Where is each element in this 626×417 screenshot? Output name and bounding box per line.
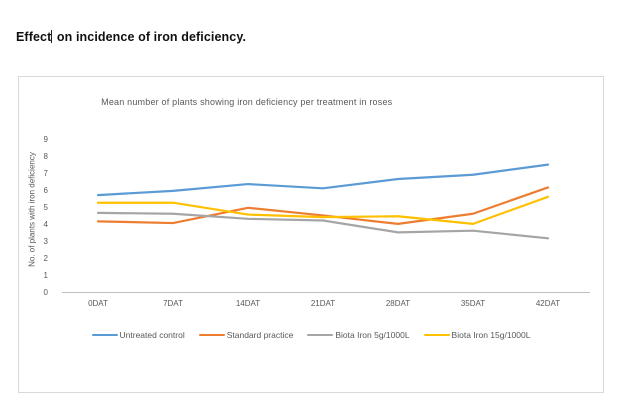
y-tick-label-7: 7 [43, 168, 48, 178]
y-tick-label-0: 0 [43, 287, 48, 297]
x-tick-label-35dat: 35DAT [460, 299, 486, 308]
legend-swatch-standard-practice [198, 333, 225, 337]
legend-label-untreated-control: Untreated control [119, 330, 185, 340]
x-tick-label-28dat: 28DAT [385, 299, 411, 308]
y-tick-label-4: 4 [43, 219, 48, 229]
legend-label-standard-practice: Standard practice [226, 330, 294, 340]
legend-item-biota-iron-15g-1000l[interactable]: Biota Iron 15g/1000L [423, 330, 531, 340]
legend-item-standard-practice[interactable]: Standard practice [198, 330, 294, 340]
x-tick-label-0dat: 0DAT [88, 299, 108, 308]
series-line-biota-iron-15g-1000l[interactable] [96, 195, 550, 225]
series-line-standard-practice[interactable] [96, 186, 550, 225]
legend-swatch-untreated-control [91, 333, 118, 337]
legend-item-untreated-control[interactable]: Untreated control [91, 330, 185, 340]
chart-panel[interactable]: Mean number of plants showing iron defic… [18, 76, 604, 393]
x-tick-label-7dat: 7DAT [163, 299, 183, 308]
legend-swatch-biota-iron-5g-1000l [307, 333, 334, 337]
y-tick-label-5: 5 [43, 202, 48, 212]
y-tick-label-3: 3 [43, 236, 48, 246]
y-tick-label-8: 8 [43, 151, 48, 161]
y-tick-label-1: 1 [43, 270, 48, 280]
y-tick-label-6: 6 [43, 185, 48, 195]
series-line-biota-iron-5g-1000l[interactable] [96, 211, 550, 240]
x-tick-label-21dat: 21DAT [310, 299, 336, 308]
heading-text-after-cursor: on incidence of iron deficiency. [53, 30, 247, 44]
legend-item-biota-iron-5g-1000l[interactable]: Biota Iron 5g/1000L [307, 330, 410, 340]
text-cursor [51, 30, 53, 43]
series-line-untreated-control[interactable] [96, 163, 550, 197]
line-plot [62, 163, 590, 293]
chart-title: Mean number of plants showing iron defic… [101, 97, 393, 107]
heading-text-before-cursor: Effect [16, 30, 52, 44]
y-tick-label-9: 9 [43, 135, 48, 145]
document-heading[interactable]: Effect on incidence of iron deficiency. [16, 30, 246, 44]
y-tick-label-2: 2 [43, 253, 48, 263]
legend-label-biota-iron-15g-1000l: Biota Iron 15g/1000L [451, 330, 531, 340]
x-tick-label-42dat: 42DAT [535, 299, 561, 308]
chart-legend: Untreated control Standard practice Biota … [19, 330, 603, 340]
legend-swatch-biota-iron-15g-1000l [423, 333, 450, 337]
legend-label-biota-iron-5g-1000l: Biota Iron 5g/1000L [335, 330, 410, 340]
x-tick-label-14dat: 14DAT [235, 299, 261, 308]
